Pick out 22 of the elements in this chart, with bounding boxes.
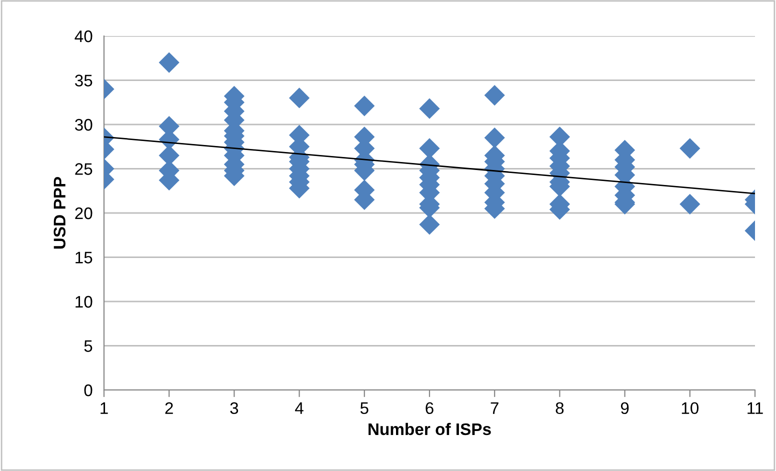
- x-tick-label: 4: [295, 402, 304, 414]
- y-tick-label: 15: [76, 252, 92, 264]
- y-tick-label: 10: [76, 296, 92, 308]
- y-tick-label: 25: [75, 163, 92, 175]
- x-tick-label: 10: [682, 402, 699, 414]
- x-tick-label: 2: [165, 402, 173, 414]
- y-tick-label: 30: [74, 118, 92, 131]
- y-axis-title: USD PPP: [54, 176, 66, 249]
- x-tick-label: 9: [620, 402, 629, 414]
- y-tick-label: 35: [74, 74, 92, 86]
- x-tick-label: 7: [490, 402, 498, 414]
- x-tick-label: 6: [426, 402, 434, 414]
- y-tick-label: 0: [84, 384, 92, 396]
- x-tick-label: 8: [556, 402, 564, 414]
- y-tick-label: 20: [75, 207, 92, 220]
- x-tick-label: 11: [748, 402, 763, 414]
- x-tick-label: 1: [100, 402, 108, 414]
- x-axis-title: Number of ISPs: [368, 422, 491, 436]
- x-tick-label: 3: [230, 402, 238, 414]
- x-tick-label: 5: [360, 402, 368, 414]
- y-tick-label: 40: [74, 30, 92, 42]
- y-tick-label: 5: [84, 340, 92, 352]
